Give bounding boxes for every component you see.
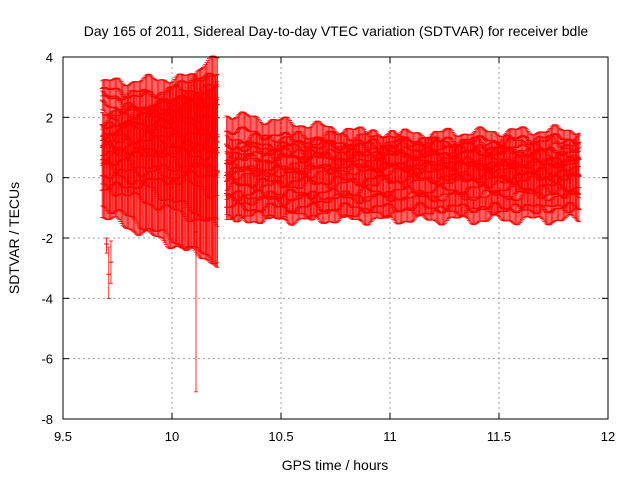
error-bar [186,97,192,247]
error-bar [174,110,180,247]
error-bar [182,102,188,249]
error-bar [214,81,220,263]
error-bar [111,149,117,218]
error-bar [162,119,168,243]
error-bar [100,91,106,112]
error-bar [142,128,148,232]
error-bar [200,93,206,260]
error-bar [190,93,196,249]
error-bar [130,142,136,232]
error-bar [181,104,187,249]
error-bar [212,85,218,265]
grid [63,57,608,419]
error-bar [116,146,122,221]
error-bar [213,83,219,264]
error-bars [99,55,582,393]
error-bar [139,135,145,235]
error-bar [211,87,217,265]
error-bar [163,120,169,245]
error-bar [115,146,121,219]
error-bar [110,150,116,218]
error-bar [99,90,105,110]
error-bar [153,122,159,237]
